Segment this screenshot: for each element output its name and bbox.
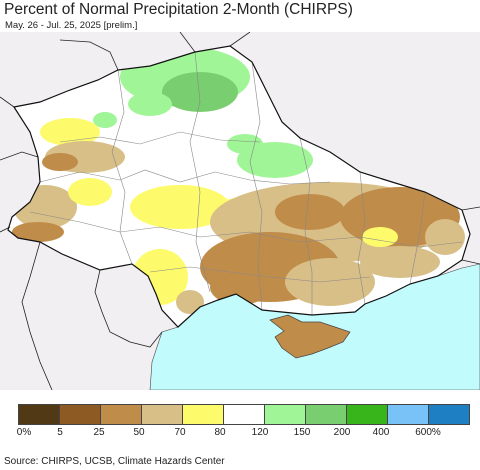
legend-swatch xyxy=(429,405,469,424)
legend-swatch xyxy=(19,405,60,424)
color-legend xyxy=(18,404,470,425)
legend-tick-labels: 0% 5 25 50 70 80 120 150 200 400 600% xyxy=(0,427,480,441)
legend-tick-label: 150 xyxy=(293,427,311,438)
legend-tick-label: 25 xyxy=(93,427,105,438)
legend-tick-label: 200 xyxy=(333,427,351,438)
legend-tick-label: 50 xyxy=(133,427,145,438)
legend-tick-label: 5 xyxy=(57,427,63,438)
legend-swatch xyxy=(347,405,388,424)
source-credit: Source: CHIRPS, UCSB, Climate Hazards Ce… xyxy=(4,456,225,467)
legend-tick-label: 400 xyxy=(372,427,390,438)
legend-tick-label: 70 xyxy=(174,427,186,438)
oblast-boundaries xyxy=(29,51,463,315)
legend-swatch xyxy=(224,405,265,424)
map-subtitle: May. 26 - Jul. 25, 2025 [prelim.] xyxy=(5,20,138,31)
legend-swatch xyxy=(388,405,429,424)
legend-swatch xyxy=(306,405,347,424)
map-title: Percent of Normal Precipitation 2-Month … xyxy=(4,1,353,18)
crimea xyxy=(269,314,351,359)
legend-tick-label: 80 xyxy=(214,427,226,438)
ukraine-border xyxy=(7,45,471,328)
legend-tick-label: 120 xyxy=(251,427,269,438)
legend-tick-label: 0% xyxy=(16,427,32,438)
legend-swatch xyxy=(183,405,224,424)
legend-swatch xyxy=(142,405,183,424)
legend-swatch xyxy=(101,405,142,424)
legend-swatch xyxy=(265,405,306,424)
country-borders xyxy=(0,32,480,390)
precipitation-map xyxy=(0,32,480,390)
legend-swatch xyxy=(60,405,101,424)
legend-tick-label: 600% xyxy=(415,427,441,438)
